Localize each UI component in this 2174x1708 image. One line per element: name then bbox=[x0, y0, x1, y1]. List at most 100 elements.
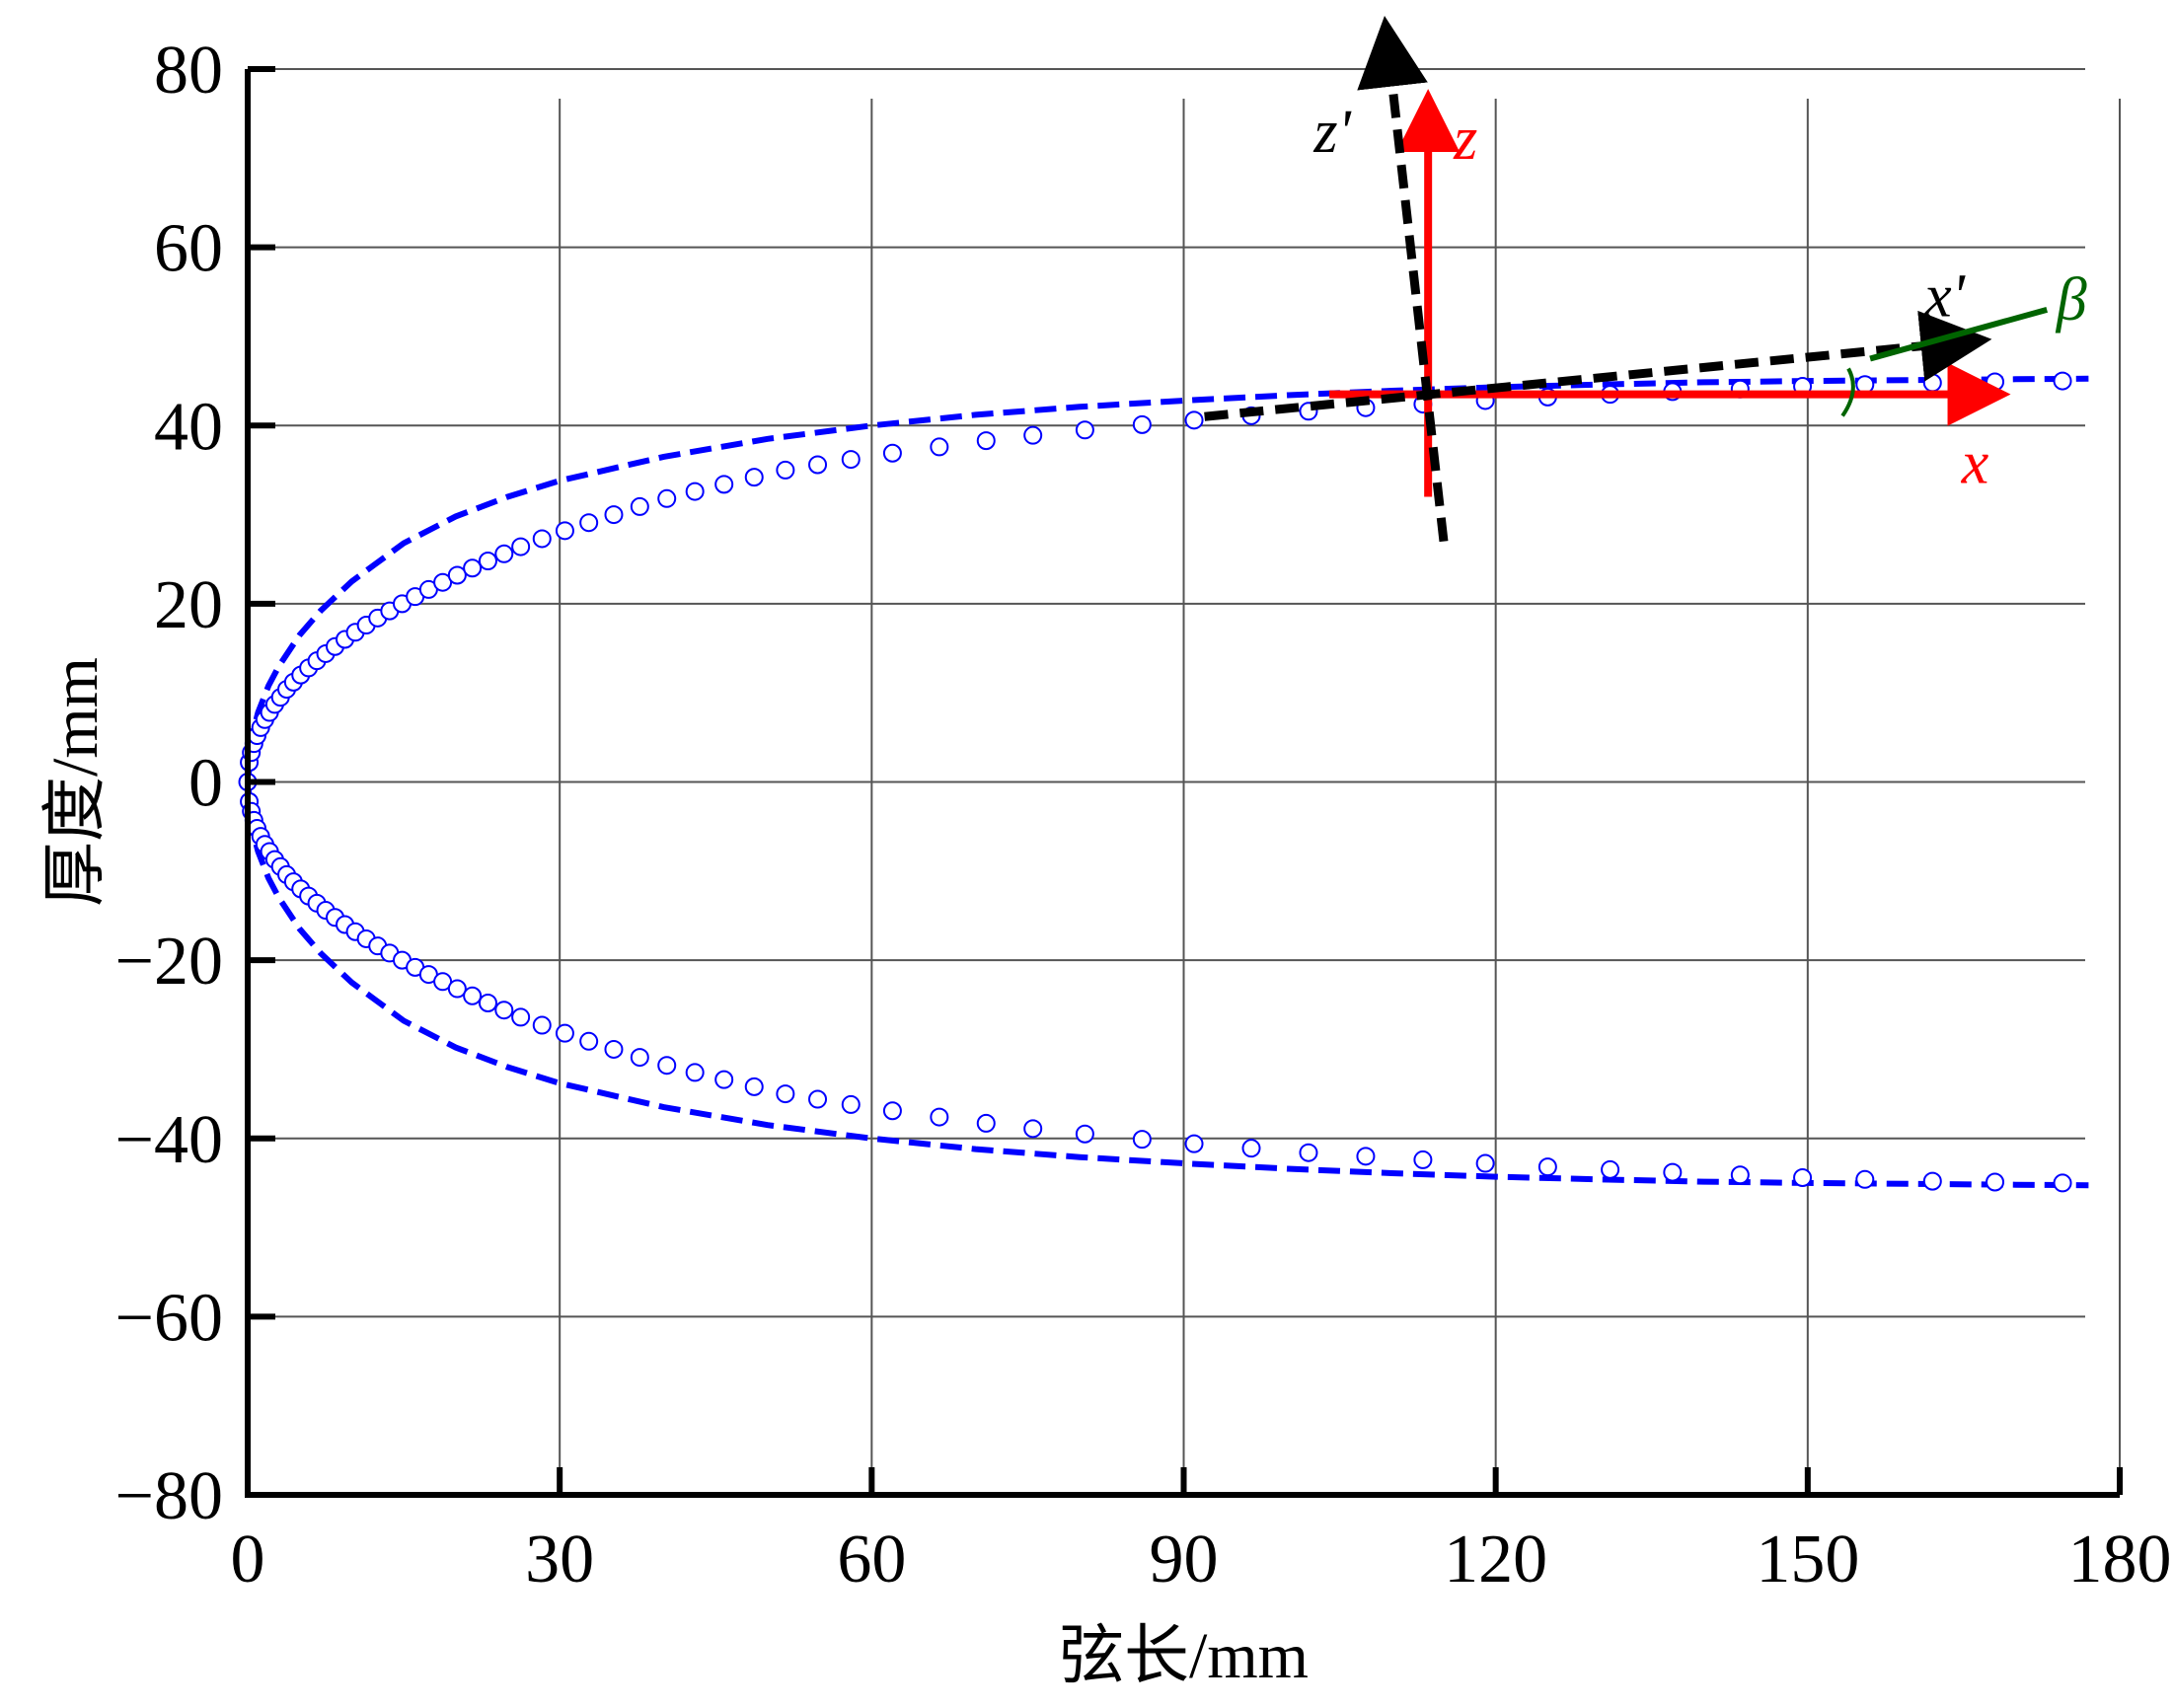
profile-point bbox=[1299, 1143, 1318, 1162]
profile-point bbox=[1241, 1139, 1261, 1158]
profile-point bbox=[744, 468, 764, 487]
profile-point bbox=[657, 1056, 677, 1076]
annotation-label: x' bbox=[1923, 262, 1967, 330]
profile-point bbox=[1922, 1171, 1942, 1191]
profile-point bbox=[808, 455, 828, 475]
profile-point bbox=[463, 986, 483, 1005]
profile-point bbox=[1023, 425, 1043, 445]
x-tick-label: 60 bbox=[837, 1522, 906, 1597]
profile-point bbox=[1986, 1172, 2005, 1192]
profile-point bbox=[1986, 372, 2005, 392]
annotation-label: β bbox=[2056, 266, 2087, 334]
profile-point bbox=[1793, 1167, 1813, 1187]
profile-point bbox=[604, 505, 624, 525]
y-tick-label: −60 bbox=[115, 1280, 223, 1356]
profile-point bbox=[1075, 1124, 1094, 1144]
profile-point bbox=[511, 1007, 531, 1027]
x-axis-title: 弦长/mm bbox=[1059, 1620, 1309, 1692]
annotation-label: x bbox=[1961, 430, 1989, 497]
profile-point bbox=[579, 1031, 599, 1051]
x-tick-label: 120 bbox=[1444, 1522, 1547, 1597]
grid bbox=[248, 68, 2121, 1495]
profile-point bbox=[579, 513, 599, 533]
profile-point bbox=[841, 1094, 861, 1114]
profile-point bbox=[447, 979, 467, 999]
x-tick-label: 150 bbox=[1756, 1522, 1859, 1597]
y-tick-label: 80 bbox=[154, 33, 223, 109]
profile-point bbox=[930, 1107, 949, 1127]
profile-point bbox=[555, 1023, 574, 1043]
profile-point bbox=[714, 475, 734, 494]
axes bbox=[245, 66, 2123, 1498]
profile-point bbox=[808, 1089, 828, 1109]
tick-labels: 0 30 60 90 120 150 180 −80 −60 −40 −20 0 20 40 60 80 bbox=[115, 33, 2172, 1597]
annotation-label: z bbox=[1453, 106, 1477, 173]
profile-point bbox=[604, 1039, 624, 1059]
profile-point bbox=[478, 552, 497, 571]
profile-point bbox=[685, 482, 705, 501]
profile-point bbox=[1922, 373, 1942, 393]
profile-point bbox=[630, 496, 649, 516]
profile-point bbox=[657, 488, 677, 508]
profile-point bbox=[714, 1070, 734, 1089]
profile-line-upper bbox=[245, 375, 2089, 782]
profile-point bbox=[841, 450, 861, 470]
profile-point bbox=[2053, 371, 2072, 391]
x-tick-label: 90 bbox=[1150, 1522, 1219, 1597]
profile-point bbox=[685, 1063, 705, 1082]
profile-point bbox=[1132, 1130, 1152, 1150]
profile-point bbox=[2053, 1173, 2072, 1193]
rotated-axis-arrow bbox=[1204, 310, 1992, 421]
profile-point bbox=[494, 544, 514, 563]
profile-point bbox=[976, 1113, 996, 1133]
y-tick-label: −20 bbox=[115, 924, 223, 1000]
profile-point bbox=[882, 1101, 902, 1121]
profile-point bbox=[511, 537, 531, 557]
y-tick-label: 20 bbox=[154, 567, 223, 643]
profile-point bbox=[1023, 1119, 1043, 1139]
profile-point bbox=[930, 437, 949, 457]
profile-point bbox=[1413, 1150, 1433, 1169]
profile-point bbox=[494, 1001, 514, 1020]
profile-point bbox=[1730, 1165, 1750, 1185]
profile-point bbox=[882, 443, 902, 463]
angle-arc bbox=[1840, 367, 1855, 417]
profile-point bbox=[1075, 420, 1094, 440]
profile-point bbox=[1601, 1159, 1620, 1179]
y-tick-label: 40 bbox=[154, 389, 223, 465]
profile-point bbox=[433, 572, 453, 592]
x-tick-label: 0 bbox=[231, 1522, 265, 1597]
profile-point bbox=[447, 565, 467, 585]
profile-point bbox=[532, 1015, 552, 1035]
profile-point bbox=[1663, 1162, 1683, 1182]
x-tick-label: 180 bbox=[2068, 1522, 2172, 1597]
annotation-label: z' bbox=[1312, 99, 1352, 166]
profile-point bbox=[1184, 1134, 1204, 1153]
profile-point bbox=[478, 993, 497, 1012]
rotated-axis-arrow bbox=[1357, 15, 1449, 543]
y-tick-label: −40 bbox=[115, 1102, 223, 1178]
profile-point bbox=[1184, 410, 1204, 430]
profile-point bbox=[1537, 1157, 1557, 1177]
profile-point bbox=[433, 972, 453, 992]
profile-point bbox=[976, 431, 996, 451]
series-layer bbox=[238, 371, 2089, 1193]
profile-point bbox=[630, 1048, 649, 1068]
y-tick-label: 60 bbox=[154, 211, 223, 287]
profile-point bbox=[463, 558, 483, 578]
y-axis-title: 厚度/mm bbox=[39, 657, 112, 907]
profile-point bbox=[555, 521, 574, 541]
profile-point bbox=[532, 529, 552, 549]
profile-point bbox=[776, 460, 795, 480]
y-tick-label: −80 bbox=[115, 1458, 223, 1534]
profile-point bbox=[1855, 1169, 1875, 1189]
annotation-layer: z x z' x' β bbox=[1204, 15, 2087, 543]
profile-point bbox=[744, 1077, 764, 1096]
profile-point bbox=[776, 1084, 795, 1104]
angle-pointer-line bbox=[1869, 306, 2049, 362]
profile-point bbox=[1356, 1147, 1376, 1166]
profile-point bbox=[1132, 414, 1152, 434]
x-tick-label: 30 bbox=[525, 1522, 594, 1597]
profile-point bbox=[1475, 1153, 1495, 1173]
